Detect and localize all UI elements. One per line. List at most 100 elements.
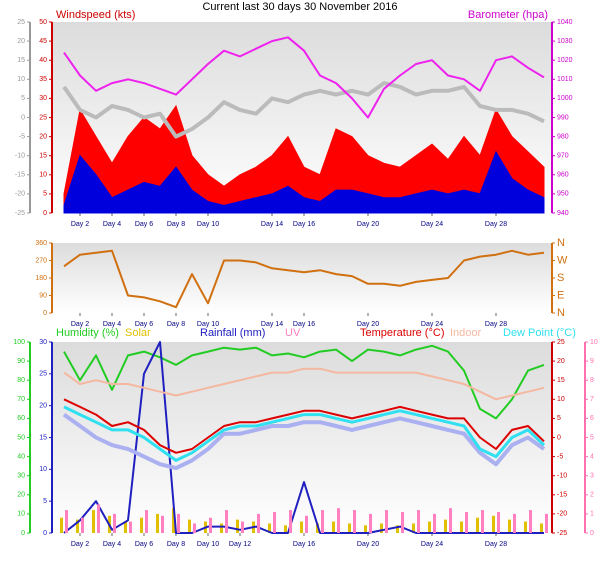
y-tick-label: 990 [557,114,569,121]
y-tick-label: S [557,272,564,284]
y-tick-label: E [557,289,564,301]
legend-entry: Indoor [450,327,482,339]
bar [380,523,383,533]
bar [321,510,324,533]
bar [385,510,388,533]
x-tick-label: Day 20 [357,321,379,328]
y-tick-label: 5 [557,415,561,422]
bar [513,513,516,533]
y-tick-label: 40 [17,453,25,460]
y-tick-label: 0 [557,434,561,441]
bar [348,523,351,533]
y-tick-label: 50 [39,19,47,26]
y-tick-label: 980 [557,133,569,140]
bar [417,510,420,533]
x-tick-label: Day 20 [357,541,379,548]
bar [97,504,100,533]
axis-label: Barometer (hpa) [468,9,548,21]
bar [300,521,303,533]
y-tick-label: 9 [590,358,594,365]
y-tick-label: 25 [557,339,565,346]
bar [140,517,143,533]
bar [353,510,356,533]
y-tick-label: 8 [590,377,594,384]
y-tick-label: 360 [35,240,47,247]
y-tick-label: -15 [15,172,25,179]
y-tick-label: -25 [15,210,25,217]
y-tick-label: -25 [557,530,567,537]
y-tick-label: 5 [43,191,47,198]
bar [481,510,484,533]
legend-entry: Temperature (°C) [360,327,444,339]
y-tick-label: 0 [21,530,25,537]
y-tick-label: -5 [19,133,25,140]
y-tick-label: 950 [557,191,569,198]
x-tick-label: Day 8 [167,321,185,328]
y-tick-label: 1000 [557,95,573,102]
y-tick-label: 0 [21,114,25,121]
y-tick-label: 10 [557,396,565,403]
bar [524,521,527,533]
y-tick-label: -20 [15,191,25,198]
line [63,367,545,401]
line [63,249,545,309]
line [63,341,544,534]
y-tick-label: 10 [39,172,47,179]
bar [60,517,63,533]
y-tick-label: 20 [17,492,25,499]
y-tick-label: 270 [35,257,47,264]
y-tick-label: 70 [17,396,25,403]
bar [241,521,244,533]
y-tick-label: 100 [13,339,25,346]
bar [460,521,463,533]
x-tick-label: Day 4 [103,541,121,548]
x-tick-label: Day 6 [135,541,153,548]
y-tick-label: 0 [43,210,47,217]
bar [257,513,260,533]
y-tick-label: 60 [17,415,25,422]
line [63,344,545,420]
y-tick-label: W [557,254,568,266]
legend-entry: Dew Point (°C) [503,327,576,339]
y-tick-label: 10 [17,511,25,518]
bar [161,515,164,533]
x-tick-label: Day 16 [293,541,315,548]
bar [220,523,223,533]
bar [273,511,276,533]
bar [540,523,543,533]
bar [476,517,479,533]
bar [193,523,196,533]
x-tick-label: Day 10 [197,321,219,328]
bar [401,511,404,533]
y-tick-label: 15 [39,153,47,160]
bar [433,513,436,533]
bar [545,513,548,533]
bar [177,513,180,533]
y-tick-label: 180 [35,275,47,282]
plot-area [52,342,552,533]
bar [396,525,399,533]
x-tick-label: Day 6 [135,321,153,328]
y-tick-label: 15 [557,377,565,384]
x-tick-label: Day 14 [261,221,283,228]
x-tick-label: Day 28 [485,321,507,328]
axis-label: Windspeed (kts) [56,9,135,21]
y-tick-label: -15 [557,492,567,499]
y-tick-label: 0 [43,310,47,317]
x-tick-label: Day 2 [71,321,89,328]
y-tick-label: -20 [557,511,567,518]
y-tick-label: 15 [39,434,47,441]
x-tick-label: Day 8 [167,221,185,228]
y-tick-label: 6 [590,415,594,422]
x-tick-label: Day 4 [103,221,121,228]
bar [225,510,228,533]
y-tick-label: 5 [43,498,47,505]
y-tick-label: 1010 [557,76,573,83]
plot-area [52,243,552,313]
bar [81,517,84,533]
bar [508,519,511,533]
x-tick-label: Day 24 [421,321,443,328]
y-tick-label: 970 [557,153,569,160]
legend-entry: UV [285,327,301,339]
